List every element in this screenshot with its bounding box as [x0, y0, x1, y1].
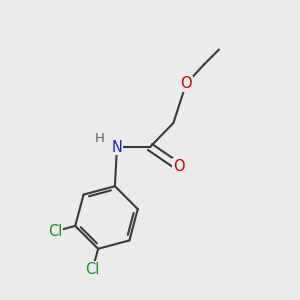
Text: Cl: Cl — [85, 262, 100, 277]
Text: Cl: Cl — [48, 224, 62, 239]
Text: H: H — [95, 131, 104, 145]
Text: N: N — [112, 140, 122, 154]
Text: O: O — [173, 159, 184, 174]
Text: O: O — [180, 76, 192, 92]
